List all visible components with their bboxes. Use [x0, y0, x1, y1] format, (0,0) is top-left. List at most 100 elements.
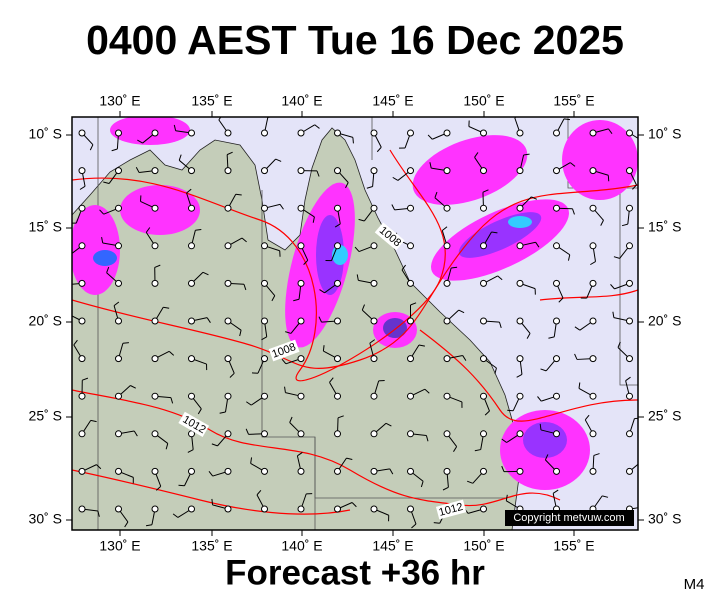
left-lat-label: 15˚ S	[29, 219, 62, 235]
barb-station	[188, 129, 195, 137]
barb-flag	[211, 498, 214, 505]
barb-station	[626, 242, 633, 250]
barb-flag	[318, 316, 322, 323]
barb-flag	[351, 502, 357, 508]
barb-flag	[96, 464, 102, 470]
barb-station	[78, 392, 86, 400]
barb-station	[115, 129, 122, 137]
barb-station	[78, 355, 86, 363]
barb-station	[151, 167, 159, 175]
barb-station	[78, 167, 86, 175]
barb-flag	[219, 411, 226, 414]
barb-flag	[106, 266, 110, 273]
barb-flag	[584, 414, 590, 421]
barb-station	[188, 204, 195, 212]
barb-station	[516, 317, 524, 325]
barb-station	[443, 204, 451, 212]
barb-flag	[558, 297, 564, 303]
barb-station	[516, 242, 524, 250]
barb-flag	[187, 449, 194, 453]
barb-flag	[226, 151, 233, 156]
barb-flag	[337, 415, 344, 419]
barb-flag	[303, 259, 309, 265]
barb-flag	[186, 188, 192, 194]
barb-flag	[97, 510, 100, 517]
barb-station	[224, 430, 232, 438]
barb-station	[407, 355, 414, 363]
barb-flag	[642, 141, 643, 147]
barb-station	[334, 204, 341, 212]
barb-flag	[578, 382, 581, 389]
barb-station	[370, 392, 378, 400]
barb-flag	[429, 162, 432, 169]
barb-flag	[279, 204, 284, 210]
barb-flag	[458, 309, 465, 314]
barb-station	[407, 317, 414, 325]
barb-flag	[410, 302, 417, 306]
barb-flag	[593, 453, 600, 456]
barb-flag	[453, 446, 458, 452]
barb-flag	[243, 284, 247, 291]
barb-flag	[155, 485, 162, 491]
barb-flag	[625, 376, 631, 382]
barb-flag	[602, 495, 609, 498]
copyright-box	[505, 510, 634, 526]
barb-station	[115, 355, 122, 363]
barb-flag	[491, 231, 498, 234]
barb-flag	[356, 274, 359, 281]
barb-flag	[467, 480, 473, 484]
barb-station	[78, 317, 86, 325]
left-lat-label: 30˚ S	[29, 511, 62, 527]
isobar-labels: 1008 1008 1012 1012	[178, 222, 467, 520]
barb-flag	[319, 289, 325, 294]
barb-station	[297, 430, 305, 438]
barb-flag	[424, 388, 430, 394]
barb-station	[626, 392, 633, 400]
barb-station	[443, 317, 451, 325]
barb-station	[407, 204, 414, 212]
barb-flag	[526, 333, 531, 339]
barb-flag	[570, 162, 576, 167]
barb-station	[261, 317, 268, 325]
barb-flag	[537, 396, 542, 402]
barb-flag	[271, 295, 276, 302]
barb-flag	[600, 220, 604, 226]
map	[63, 117, 643, 530]
barb-station	[297, 392, 305, 400]
barb-station	[334, 317, 341, 325]
bottom-lon-label: 145˚ E	[372, 538, 413, 554]
barb-station	[78, 279, 86, 287]
barb-station	[334, 279, 341, 287]
barb-flag	[63, 279, 66, 284]
barb-station	[115, 242, 122, 250]
barb-station	[443, 392, 451, 400]
barb-station	[626, 317, 633, 325]
barb-station	[443, 242, 451, 250]
barb-station	[261, 167, 268, 175]
barb-station	[261, 392, 268, 400]
barb-station	[224, 167, 232, 175]
barb-flag	[281, 358, 287, 365]
barb-flag	[572, 208, 575, 215]
barb-flag	[369, 339, 375, 344]
barb-flag	[608, 128, 613, 134]
barb-station	[370, 505, 378, 513]
top-lon-label: 130˚ E	[99, 93, 140, 109]
barb-station	[589, 279, 597, 287]
barb-station	[115, 505, 122, 513]
barb-flag	[329, 377, 334, 383]
barb-station	[480, 129, 487, 137]
barb-station	[407, 430, 414, 438]
barb-station	[443, 467, 451, 475]
barb-flag	[316, 170, 320, 177]
bottom-lon-label: 150˚ E	[463, 538, 504, 554]
model-label: M4	[684, 576, 705, 593]
barb-flag	[361, 304, 365, 311]
barb-flag	[289, 416, 293, 423]
barb-station	[589, 204, 597, 212]
barb-station	[480, 167, 487, 175]
barb-station	[224, 317, 232, 325]
barb-station	[334, 242, 341, 250]
barb-station	[589, 392, 597, 400]
barb-station	[370, 279, 378, 287]
